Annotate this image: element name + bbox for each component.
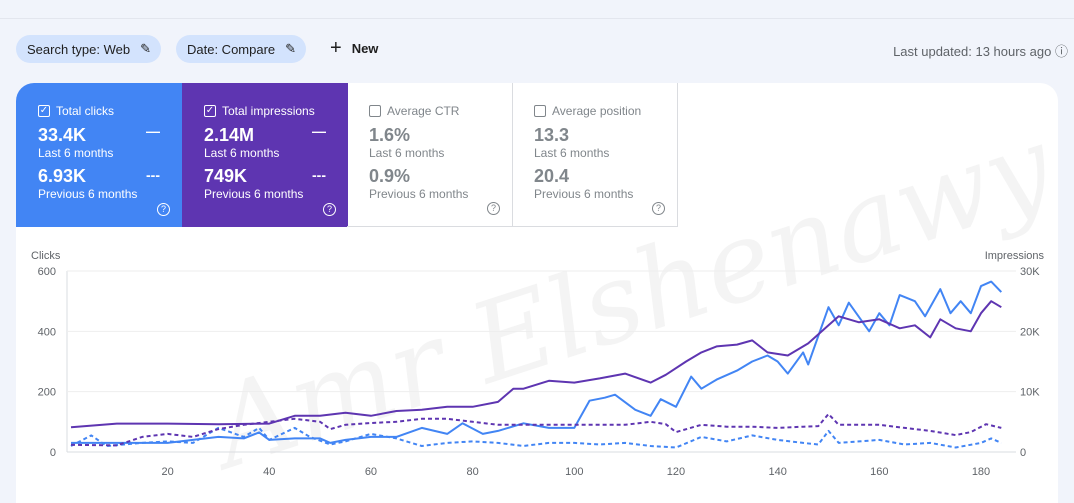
series-line-impressions-current (70, 300, 1002, 429)
metric-tile-average-ctr[interactable]: Average CTR 1.6% Last 6 months 0.9% Prev… (347, 83, 513, 227)
metric-label: Average CTR (387, 104, 460, 118)
metric-previous-period: Previous 6 months (204, 187, 304, 201)
series-line-clicks-current (71, 280, 1003, 444)
last-updated: Last updated: 13 hours ago ⓘ (893, 41, 1068, 60)
x-tick-label: 180 (972, 466, 990, 478)
new-filter-button[interactable]: + New (330, 38, 378, 58)
solid-line-legend-icon: — (146, 123, 160, 139)
help-icon[interactable]: ? (157, 203, 170, 216)
x-tick-label: 100 (565, 466, 583, 478)
date-filter-chip[interactable]: Date: Compare ✎ (176, 35, 307, 63)
y-right-tick-label: 30K (1020, 266, 1040, 278)
pencil-icon: ✎ (140, 41, 151, 56)
y-right-tick-label: 20K (1020, 326, 1040, 338)
metric-label: Average position (552, 104, 642, 118)
metric-current-value: 33.4K (38, 125, 87, 145)
metric-label: Total clicks (56, 104, 115, 118)
series-line-impressions-previous (70, 413, 1002, 447)
help-icon[interactable]: ? (323, 203, 336, 216)
x-tick-label: 160 (870, 466, 888, 478)
performance-card: Amr Elshenawy ✓Total clicks 33.4K — Last… (16, 83, 1058, 503)
series-line-clicks-previous (70, 426, 1002, 449)
metric-current-period: Last 6 months (204, 146, 280, 160)
metric-current-value: 1.6% (369, 125, 411, 145)
search-type-filter-chip[interactable]: Search type: Web ✎ (16, 35, 161, 63)
checkbox-checked-icon[interactable]: ✓ (204, 105, 216, 117)
date-label: Date: Compare (187, 41, 276, 57)
checkbox-unchecked-icon[interactable] (534, 105, 546, 117)
solid-line-legend-icon: — (312, 123, 326, 139)
metric-current-period: Last 6 months (534, 146, 610, 160)
metric-previous-period: Previous 6 months (38, 187, 138, 201)
help-icon[interactable]: ? (487, 202, 500, 215)
performance-chart: Clicks Impressions 0 0 200 10K 400 20K 600 30K 2… (31, 250, 1045, 478)
help-icon[interactable]: ⓘ (1054, 44, 1068, 59)
help-icon[interactable]: ? (652, 202, 665, 215)
x-tick-label: 80 (466, 466, 478, 478)
metric-tile-average-position[interactable]: Average position 13.3 Last 6 months 20.4… (512, 83, 678, 227)
x-tick-label: 60 (365, 466, 377, 478)
dashed-line-legend-icon: --- (146, 167, 160, 183)
metric-current-period: Last 6 months (369, 146, 445, 160)
search-type-label: Search type: Web (27, 41, 131, 57)
y-left-tick-label: 600 (38, 266, 56, 278)
metric-current-value: 2.14M (204, 125, 255, 145)
y-left-tick-label: 200 (38, 387, 56, 399)
top-divider (0, 18, 1074, 19)
x-tick-label: 140 (768, 466, 786, 478)
checkbox-checked-icon[interactable]: ✓ (38, 105, 50, 117)
metric-previous-value: 20.4 (534, 166, 570, 186)
y-left-tick-label: 0 (50, 447, 56, 459)
pencil-icon: ✎ (285, 41, 297, 56)
y-right-tick-label: 10K (1020, 387, 1040, 399)
last-updated-text: Last updated: 13 hours ago (893, 44, 1052, 59)
metric-previous-value: 6.93K (38, 166, 87, 186)
metric-previous-period: Previous 6 months (369, 187, 469, 201)
right-axis-label: Impressions (985, 250, 1045, 262)
metric-tile-total-impressions[interactable]: ✓ Total impressions 2.14M — Last 6 months… (182, 83, 348, 227)
dashed-line-legend-icon: --- (312, 167, 326, 183)
metric-tile-total-clicks[interactable]: ✓ Total clicks 33.4K — Last 6 months 6.93… (16, 83, 182, 227)
left-axis-label: Clicks (31, 250, 61, 262)
metric-current-value: 13.3 (534, 125, 570, 145)
y-left-tick-label: 400 (38, 326, 56, 338)
new-label: New (351, 40, 379, 56)
plus-icon: + (330, 37, 342, 59)
x-tick-label: 20 (161, 466, 173, 478)
metric-current-period: Last 6 months (38, 146, 114, 160)
metric-label: Total impressions (222, 104, 315, 118)
metric-previous-value: 0.9% (369, 166, 411, 186)
x-tick-label: 120 (667, 466, 685, 478)
metric-previous-period: Previous 6 months (534, 187, 634, 201)
y-right-tick-label: 0 (1020, 447, 1026, 459)
metric-previous-value: 749K (204, 166, 248, 186)
checkbox-unchecked-icon[interactable] (369, 105, 381, 117)
x-tick-label: 40 (263, 466, 275, 478)
